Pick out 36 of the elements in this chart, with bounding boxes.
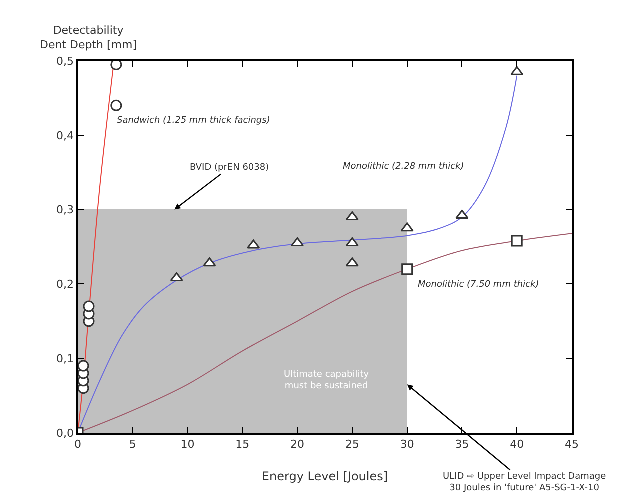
point	[78, 360, 90, 372]
annotation: BVID (prEN 6038)	[190, 163, 270, 173]
x-tick-label: 10	[180, 438, 195, 451]
point	[346, 238, 359, 247]
point	[291, 238, 304, 247]
x-tick-label: 45	[565, 438, 579, 451]
y-tick-label: 0,4	[56, 129, 74, 142]
point	[400, 222, 414, 232]
x-tick-label: 0	[74, 438, 82, 451]
point	[247, 240, 260, 249]
y-tick-label: 0,5	[56, 54, 74, 68]
x-tick-label: 15	[236, 438, 250, 451]
point	[346, 258, 359, 267]
point	[510, 66, 524, 76]
text: ULID ⇨ Upper Level Impact Damage 30 Joules in 'future' A5-SG-1-X-10	[443, 472, 607, 494]
x-axis-title: Energy Level [Joules]	[262, 469, 388, 484]
annotation: Ultimate capability must be sustained	[284, 370, 370, 392]
point	[83, 300, 95, 312]
x-tick-label: 5	[129, 438, 136, 451]
y-axis-title: Detectability Dent Depth [mm]	[40, 24, 138, 52]
y-tick-label: 0,0	[56, 426, 74, 440]
point	[203, 258, 216, 267]
annotation: Monolithic (7.50 mm thick)	[418, 280, 540, 290]
x-tick-label: 30	[400, 438, 414, 451]
point	[402, 264, 414, 276]
x-tick-label: 35	[455, 438, 470, 451]
point	[511, 235, 523, 247]
point	[346, 211, 359, 220]
y-tick-label: 0,2	[56, 278, 74, 292]
y-tick-label: 0,3	[56, 204, 74, 217]
y-tick-label: 0,1	[56, 352, 74, 366]
annotation: Sandwich (1.25 mm thick facings)	[117, 116, 270, 126]
x-tick-label: 40	[510, 438, 524, 451]
x-tick-label: 20	[290, 438, 305, 451]
x-tick-label: 25	[345, 438, 360, 451]
annotation: Monolithic (2.28 mm thick)	[343, 162, 464, 172]
